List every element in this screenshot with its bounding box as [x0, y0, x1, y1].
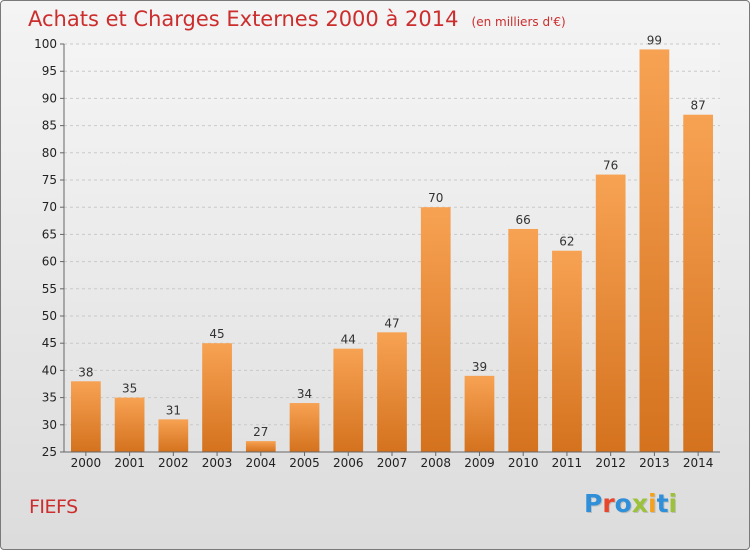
commune-name: FIEFS	[29, 496, 78, 518]
y-tick-label: 25	[42, 445, 57, 459]
bar-2003	[202, 343, 232, 452]
bar-2014	[683, 114, 714, 452]
logo-letter: r	[602, 489, 615, 518]
bar-2008	[420, 207, 451, 452]
data-label-2007: 47	[384, 316, 399, 330]
y-tick-label: 40	[42, 363, 57, 377]
data-label-2001: 35	[122, 382, 137, 396]
bar-2010	[508, 228, 539, 452]
y-tick-label: 80	[42, 146, 57, 160]
y-tick-label: 70	[42, 200, 57, 214]
bar-2011	[552, 250, 582, 452]
x-tick-label: 2005	[289, 456, 320, 470]
y-tick-label: 60	[42, 255, 57, 269]
y-tick-label: 45	[42, 336, 57, 350]
axis-layer: 25 30 35 40 45 50 55 60 65 70 75 80 85 90 95 100 2000 200…	[34, 37, 720, 470]
x-tick-label: 2013	[639, 456, 670, 470]
data-label-2013: 99	[647, 33, 662, 47]
bar-layer: 38 35 31 45 27 34 44 47 70 39 66 62 76 99 87	[70, 33, 714, 452]
y-tick-label: 35	[42, 391, 57, 405]
logo-letter: i	[648, 489, 657, 518]
y-tick-label: 95	[42, 64, 57, 78]
chart-subtitle: (en milliers d'€)	[471, 15, 566, 29]
logo-letter: i	[668, 489, 678, 518]
data-label-2005: 34	[297, 387, 312, 401]
data-label-2012: 76	[603, 159, 618, 173]
x-tick-label: 2003	[202, 456, 233, 470]
bar-2006	[333, 348, 364, 452]
y-tick-label: 90	[42, 91, 57, 105]
chart-title-main: Achats et Charges Externes 2000 à 2014	[28, 7, 459, 31]
bar-2012	[595, 174, 626, 452]
bar-2007	[377, 332, 407, 452]
y-tick-label: 55	[42, 282, 57, 296]
x-tick-label: 2010	[508, 456, 539, 470]
x-tick-label: 2001	[114, 456, 145, 470]
data-label-2014: 87	[690, 99, 705, 113]
x-tick-label: 2002	[158, 456, 189, 470]
y-tick-label: 65	[42, 227, 57, 241]
x-tick-label: 2012	[595, 456, 626, 470]
y-tick-label: 75	[42, 173, 57, 187]
data-label-2010: 66	[516, 213, 531, 227]
logo-letter: o	[614, 489, 632, 518]
y-tick-label: 100	[34, 37, 57, 51]
x-tick-label: 2006	[333, 456, 364, 470]
bar-2009	[464, 375, 495, 452]
logo-letter: P	[584, 489, 603, 518]
bar-2001	[114, 397, 145, 452]
x-tick-label: 2011	[552, 456, 583, 470]
data-label-2004: 27	[253, 425, 268, 439]
data-label-2011: 62	[559, 235, 574, 249]
logo-letter: x	[631, 489, 648, 518]
data-label-2000: 38	[78, 365, 93, 379]
x-tick-label: 2009	[464, 456, 495, 470]
y-tick-label: 30	[42, 418, 57, 432]
data-label-2008: 70	[428, 191, 443, 205]
data-label-2002: 31	[166, 403, 181, 417]
data-label-2009: 39	[472, 360, 487, 374]
proxiti-logo[interactable]: Proxiti	[584, 489, 677, 518]
x-tick-label: 2008	[420, 456, 451, 470]
chart-title: Achats et Charges Externes 2000 à 2014 (…	[28, 7, 566, 31]
x-tick-label: 2007	[377, 456, 408, 470]
x-tick-label: 2004	[246, 456, 277, 470]
bar-2000	[70, 381, 101, 452]
y-tick-label: 50	[42, 309, 57, 323]
x-tick-label: 2000	[71, 456, 102, 470]
logo-letter: t	[656, 489, 669, 518]
x-tick-label: 2014	[683, 456, 714, 470]
bar-2013	[639, 49, 670, 452]
bar-2002	[158, 419, 189, 452]
bar-2005	[289, 403, 320, 452]
y-tick-label: 85	[42, 119, 57, 133]
data-label-2003: 45	[209, 327, 224, 341]
bar-2004	[245, 441, 276, 452]
data-label-2006: 44	[341, 333, 356, 347]
